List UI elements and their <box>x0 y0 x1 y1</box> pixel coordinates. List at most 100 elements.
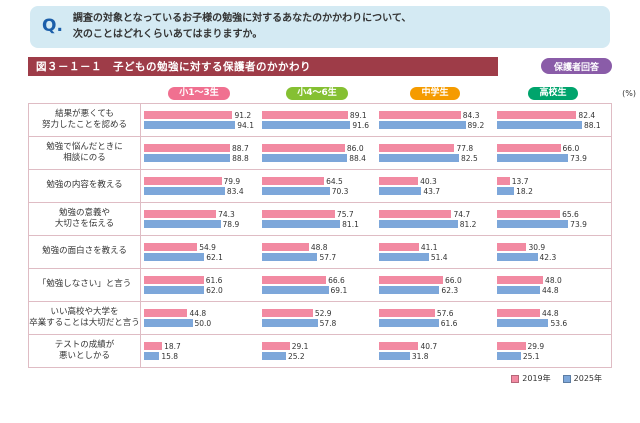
row-label: 結果が悪くても 努力したことを認める <box>29 104 141 136</box>
bar-2019 <box>379 111 461 119</box>
bar-line: 94.1 <box>144 121 259 130</box>
bar-value: 30.9 <box>528 242 546 252</box>
bar-line: 86.0 <box>261 143 377 153</box>
bar-value: 81.1 <box>342 219 359 229</box>
bar-value: 69.1 <box>330 285 348 295</box>
bar-2019 <box>261 276 327 284</box>
bar-group: 64.5 70.3 <box>259 170 377 202</box>
bar-value: 88.1 <box>583 120 601 130</box>
bar-line: 91.2 <box>144 111 259 120</box>
column-header-pill: 小1～3生 <box>168 86 230 101</box>
bar-line: 66.6 <box>261 275 377 285</box>
bar-group: 13.7 18.2 <box>494 170 612 202</box>
column-header-pill: 高校生 <box>528 86 578 101</box>
bar-line: 57.8 <box>261 319 377 328</box>
bar-value: 57.6 <box>436 308 454 318</box>
bar-line: 25.1 <box>496 351 612 361</box>
bar-2019 <box>496 177 510 185</box>
bar-line: 89.2 <box>379 121 494 130</box>
legend-swatch <box>562 374 571 383</box>
bar-value: 13.7 <box>511 176 529 186</box>
bar-value: 82.5 <box>461 153 478 163</box>
bar-line: 57.7 <box>261 253 377 262</box>
bar-value: 62.3 <box>441 285 459 295</box>
bar-value: 88.7 <box>232 143 249 153</box>
chart-row: 勉強の内容を教える 79.9 83.4 64.5 70.3 40.3 43.7 13.7 18.… <box>29 170 611 203</box>
bar-value: 79.9 <box>223 176 241 186</box>
bar-2025 <box>496 319 549 327</box>
bar-value: 86.0 <box>346 143 364 153</box>
bar-group: 75.7 81.1 <box>259 203 377 235</box>
bar-value: 29.9 <box>527 341 545 351</box>
bar-2025 <box>261 319 318 327</box>
bar-line: 64.5 <box>261 176 377 186</box>
bar-value: 84.3 <box>462 110 480 120</box>
bar-2019 <box>379 144 455 152</box>
bar-value: 31.8 <box>411 351 429 361</box>
bar-value: 44.8 <box>541 308 559 318</box>
bar-value: 66.6 <box>328 275 345 285</box>
bar-line: 29.9 <box>496 341 612 351</box>
bar-value: 74.7 <box>453 209 471 219</box>
chart-row: 「勉強しなさい」と言う 61.6 62.0 66.6 69.1 66.0 62.3 48.0 4… <box>29 269 611 302</box>
bar-line: 52.9 <box>261 309 377 318</box>
bar-2025 <box>144 220 221 228</box>
bar-line: 44.8 <box>496 285 612 295</box>
bar-group: 40.7 31.8 <box>376 335 494 367</box>
bar-value: 50.0 <box>194 318 212 328</box>
bar-value: 51.4 <box>430 252 448 262</box>
bar-value: 64.5 <box>326 176 343 186</box>
chart-row: 勉強で悩んだときに 相談にのる 88.7 88.8 86.0 88.4 77.8 82.5 66… <box>29 137 611 170</box>
bar-value: 44.8 <box>541 285 559 295</box>
bar-line: 88.7 <box>144 143 259 153</box>
bar-line: 18.7 <box>144 342 259 351</box>
bar-line: 66.0 <box>379 276 494 285</box>
bar-group: 77.8 82.5 <box>376 137 494 169</box>
bar-group: 84.3 89.2 <box>376 104 494 136</box>
bar-group: 30.9 42.3 <box>494 236 612 268</box>
bar-group: 52.9 57.8 <box>259 302 377 334</box>
bar-line: 70.3 <box>261 187 377 196</box>
column-header-pill: 小4～6生 <box>286 86 348 101</box>
legend: 2019年 2025年 <box>28 373 612 384</box>
bar-group: 66.6 69.1 <box>259 269 377 301</box>
bar-group: 54.9 62.1 <box>141 236 259 268</box>
bar-value: 73.9 <box>570 219 587 229</box>
bar-line: 41.1 <box>379 243 494 252</box>
bar-group: 74.3 78.9 <box>141 203 259 235</box>
column-header-cell: 中学生 <box>376 86 494 101</box>
question-box: Q. 調査の対象となっているお子様の勉強に対するあなたのかかわりについて、 次の… <box>30 6 610 48</box>
bar-2025 <box>379 286 440 294</box>
bar-chart: (%) 小1～3生 小4～6生 中学生 高校生 結果が悪くても 努力したことを認める 91… <box>28 84 636 384</box>
bar-value: 48.0 <box>545 275 562 285</box>
bar-2025 <box>144 154 231 162</box>
column-header-cell: 高校生 <box>494 86 612 101</box>
bar-2019 <box>144 210 217 218</box>
bar-2025 <box>379 187 422 195</box>
question-mark-label: Q. <box>42 16 63 36</box>
bar-value: 65.6 <box>562 209 579 219</box>
bar-value: 42.3 <box>539 252 557 262</box>
bar-2019 <box>379 309 435 317</box>
bar-value: 48.8 <box>310 242 328 252</box>
bar-value: 25.1 <box>522 351 540 361</box>
legend-swatch <box>511 374 520 383</box>
bar-value: 83.4 <box>226 186 244 196</box>
bar-line: 31.8 <box>379 351 494 361</box>
bar-line: 82.4 <box>496 111 612 120</box>
bar-value: 53.6 <box>550 318 568 328</box>
bar-group: 91.2 94.1 <box>141 104 259 136</box>
bar-value: 18.2 <box>516 186 533 196</box>
column-header-cell: 小4～6生 <box>258 86 376 101</box>
bar-line: 91.6 <box>261 121 377 130</box>
bar-2025 <box>261 220 341 228</box>
bar-line: 13.7 <box>496 176 612 186</box>
bar-2019 <box>261 177 325 185</box>
bar-2025 <box>496 220 569 228</box>
bar-2025 <box>496 253 538 261</box>
column-header-cell: 小1～3生 <box>140 86 258 101</box>
row-label: 勉強の意義や 大切さを伝える <box>29 203 141 235</box>
bar-group: 88.7 88.8 <box>141 137 259 169</box>
bar-2025 <box>496 121 582 129</box>
bar-2019 <box>496 243 527 251</box>
